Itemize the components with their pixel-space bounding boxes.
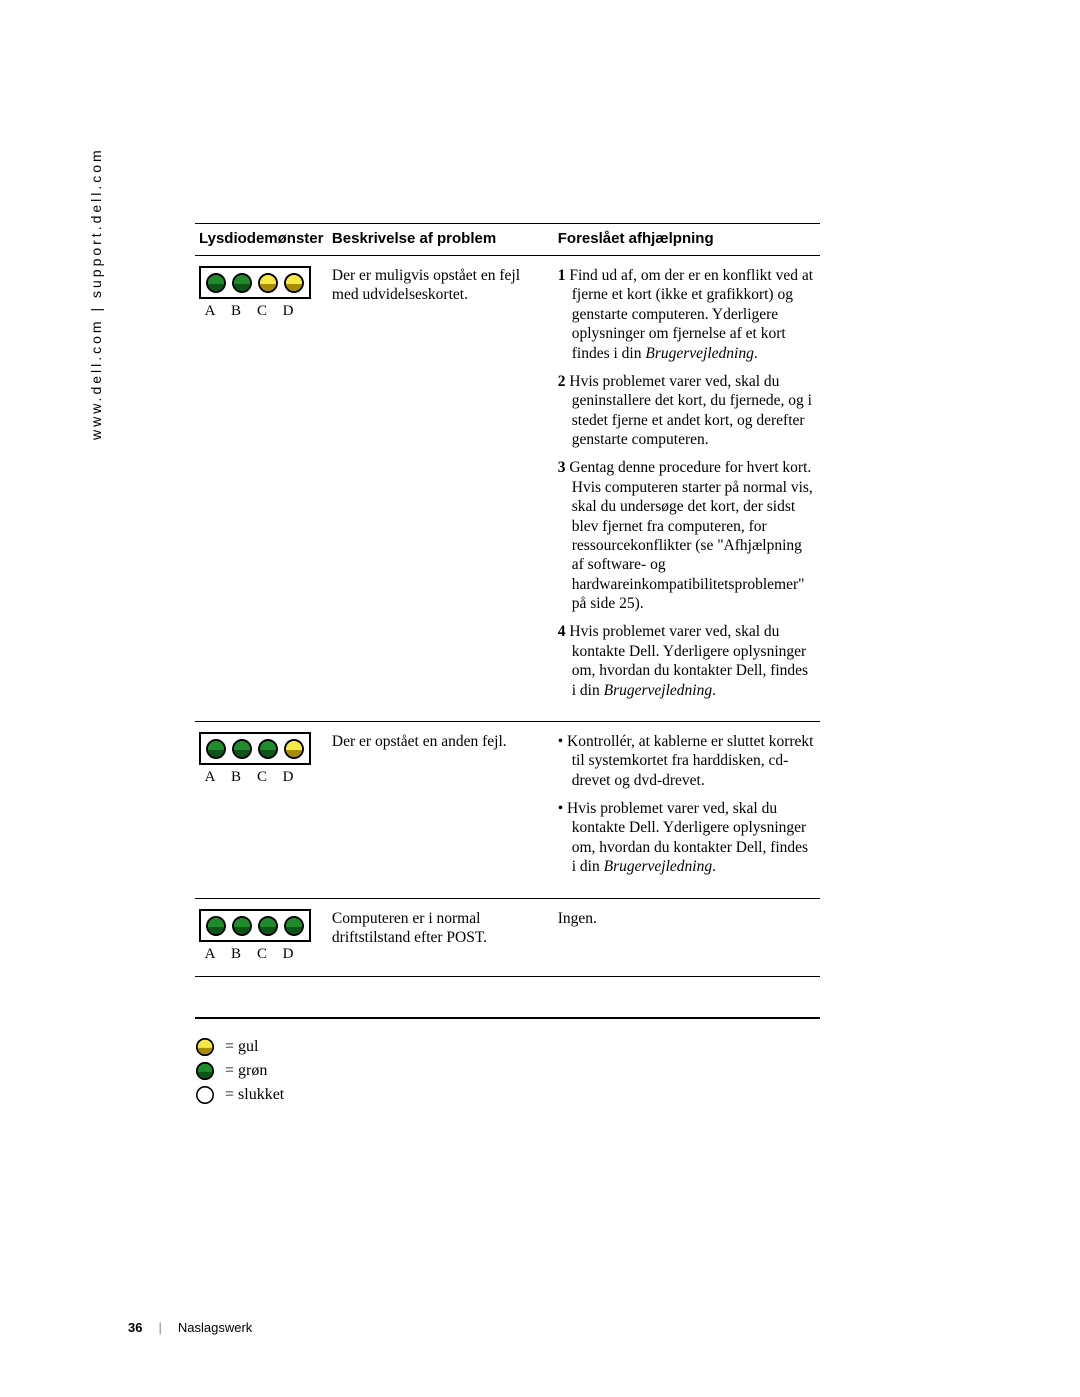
main-content: Lysdiodemønster Beskrivelse af problem F… — [195, 223, 820, 1109]
led-char: B — [225, 768, 247, 787]
led-green-icon — [231, 272, 253, 294]
led-panel: A B C D — [199, 909, 324, 964]
led-green-icon — [205, 915, 227, 937]
legend-label: = grøn — [225, 1062, 267, 1080]
led-green-icon — [205, 738, 227, 760]
fix-bullets: • Kontrollér, at kablerne er sluttet kor… — [558, 732, 816, 877]
page-footer: 36 | Naslagswerk — [128, 1320, 252, 1335]
led-green-icon — [231, 915, 253, 937]
led-char: D — [277, 768, 299, 787]
page-number: 36 — [128, 1320, 142, 1335]
fix-bullet: • Kontrollér, at kablerne er sluttet kor… — [558, 732, 816, 790]
fix-steps: 1 Find ud af, om der er en konflikt ved … — [558, 266, 816, 700]
diagnostic-table: Lysdiodemønster Beskrivelse af problem F… — [195, 223, 820, 977]
th-fix: Foreslået afhjælpning — [554, 224, 820, 256]
led-char: A — [199, 768, 221, 787]
led-char: C — [251, 302, 273, 321]
led-green-icon — [283, 915, 305, 937]
problem-desc: Computeren er i normal driftstilstand ef… — [328, 898, 554, 976]
led-char: C — [251, 945, 273, 964]
legend: = gul = grøn = slukket — [195, 1037, 820, 1105]
legend-label: = slukket — [225, 1086, 284, 1104]
led-green-icon — [257, 738, 279, 760]
legend-green: = grøn — [195, 1061, 820, 1081]
led-green-icon — [195, 1061, 215, 1081]
th-desc: Beskrivelse af problem — [328, 224, 554, 256]
fix-bullet: • Hvis problemet varer ved, skal du kont… — [558, 799, 816, 877]
fix-step: 4 Hvis problemet varer ved, skal du kont… — [558, 622, 816, 700]
legend-off: = slukket — [195, 1085, 820, 1105]
led-yellow-icon — [283, 272, 305, 294]
led-green-icon — [205, 272, 227, 294]
led-yellow-icon — [257, 272, 279, 294]
led-char: A — [199, 945, 221, 964]
led-char: B — [225, 945, 247, 964]
fix-step: 1 Find ud af, om der er en konflikt ved … — [558, 266, 816, 363]
fix-plain: Ingen. — [558, 909, 816, 928]
table-row: A B C D Computeren er i normal driftstil… — [195, 898, 820, 976]
led-char: B — [225, 302, 247, 321]
led-off-icon — [195, 1085, 215, 1105]
led-panel: A B C D — [199, 266, 324, 321]
sidebar-url: www.dell.com | support.dell.com — [88, 147, 104, 440]
fix-step: 3 Gentag denne procedure for hvert kort.… — [558, 458, 816, 613]
led-green-icon — [257, 915, 279, 937]
page: www.dell.com | support.dell.com Lysdiode… — [0, 0, 1080, 1397]
table-row: A B C D Der er muligvis opstået en fejl … — [195, 256, 820, 722]
led-yellow-icon — [195, 1037, 215, 1057]
fix-step: 2 Hvis problemet varer ved, skal du geni… — [558, 372, 816, 450]
footer-divider: | — [158, 1320, 161, 1335]
led-char: D — [277, 302, 299, 321]
problem-desc: Der er muligvis opstået en fejl med udvi… — [328, 256, 554, 722]
problem-desc: Der er opstået en anden fejl. — [328, 721, 554, 898]
led-char: D — [277, 945, 299, 964]
footer-title: Naslagswerk — [178, 1320, 252, 1335]
legend-yellow: = gul — [195, 1037, 820, 1057]
bottom-rule — [195, 1017, 820, 1019]
led-panel: A B C D — [199, 732, 324, 787]
legend-label: = gul — [225, 1038, 258, 1056]
led-char: A — [199, 302, 221, 321]
led-char: C — [251, 768, 273, 787]
table-row: A B C D Der er opstået en anden fejl. • … — [195, 721, 820, 898]
led-yellow-icon — [283, 738, 305, 760]
th-pattern: Lysdiodemønster — [195, 224, 328, 256]
led-green-icon — [231, 738, 253, 760]
